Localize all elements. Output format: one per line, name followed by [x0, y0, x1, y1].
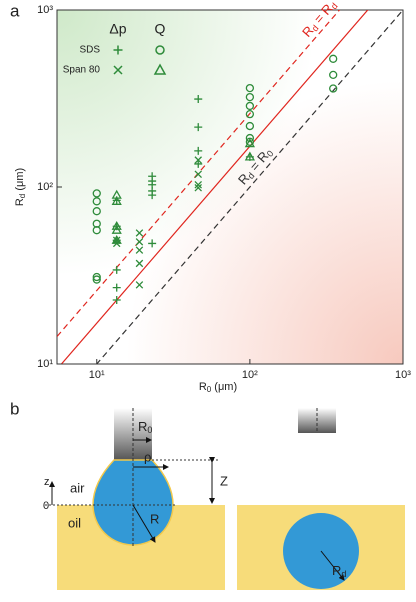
point	[329, 84, 338, 93]
point	[148, 191, 157, 200]
point	[329, 70, 338, 80]
y-tick-label: 10¹	[37, 358, 53, 370]
point	[112, 236, 121, 245]
point	[194, 123, 203, 132]
point	[245, 121, 255, 131]
label: Rd	[332, 563, 346, 579]
point	[111, 234, 122, 244]
point	[194, 159, 203, 168]
label: oil	[68, 515, 81, 530]
point	[92, 189, 101, 198]
label: 0	[43, 500, 49, 512]
point	[194, 156, 202, 164]
point	[194, 170, 202, 179]
point	[111, 196, 122, 205]
line-label: Rd = Rd*	[298, 0, 343, 41]
point	[244, 138, 255, 148]
panel-label: b	[10, 399, 19, 418]
point	[245, 83, 255, 93]
point	[92, 275, 101, 284]
r-arrow	[132, 504, 156, 543]
rd-arrow	[320, 550, 345, 581]
point	[111, 220, 122, 230]
label-part: d	[310, 23, 321, 33]
point	[194, 184, 202, 192]
x-tick-label: 10²	[242, 369, 258, 381]
point	[135, 238, 144, 246]
point	[111, 224, 122, 234]
label-part: *	[326, 0, 336, 3]
point	[135, 259, 144, 268]
label: air	[70, 480, 85, 495]
point	[244, 151, 255, 161]
label: z	[44, 476, 50, 488]
legend-marker	[113, 45, 123, 55]
x-tick-label: 10³	[395, 369, 411, 381]
x-axis-label: R0 (μm)	[199, 381, 237, 394]
point	[245, 133, 255, 143]
y-tick-label: 10³	[37, 4, 53, 16]
legend-label: SDS	[79, 45, 100, 56]
point	[148, 239, 157, 248]
red-region	[57, 10, 403, 364]
label: Z	[220, 473, 228, 488]
y-tick-label: 10²	[37, 181, 53, 193]
legend-marker	[155, 45, 165, 55]
point	[112, 283, 121, 292]
point	[92, 207, 101, 216]
point	[135, 246, 144, 254]
legend-header: Δp	[109, 21, 126, 37]
point	[245, 92, 255, 102]
y-axis-label: Rd (μm)	[14, 168, 27, 206]
drop	[92, 459, 174, 546]
legend-label: Span 80	[63, 65, 101, 76]
point	[194, 95, 203, 104]
legend-header: Q	[155, 21, 166, 37]
label-part: d	[329, 1, 340, 11]
label-part: 0	[265, 149, 276, 159]
reference-line	[57, 10, 341, 337]
line-label: Rd = R0	[235, 145, 276, 188]
legend-marker	[113, 65, 123, 75]
point	[92, 226, 101, 235]
point	[245, 101, 255, 111]
x-tick-label: 10¹	[89, 369, 105, 381]
label-part: d	[246, 171, 257, 181]
point	[112, 295, 121, 304]
point	[245, 109, 255, 119]
point	[92, 272, 101, 282]
point	[92, 197, 101, 206]
panel-label: a	[10, 1, 20, 20]
point	[194, 146, 203, 155]
point	[135, 281, 144, 289]
label-part: =	[245, 156, 266, 177]
label: ρ	[144, 449, 151, 464]
reference-line	[60, 10, 369, 364]
point	[194, 180, 202, 189]
point	[135, 229, 144, 237]
legend-marker	[153, 63, 167, 75]
point	[112, 265, 121, 274]
label: R	[150, 511, 159, 526]
reference-line	[95, 10, 403, 364]
point	[329, 54, 338, 63]
label: R0	[138, 419, 152, 435]
